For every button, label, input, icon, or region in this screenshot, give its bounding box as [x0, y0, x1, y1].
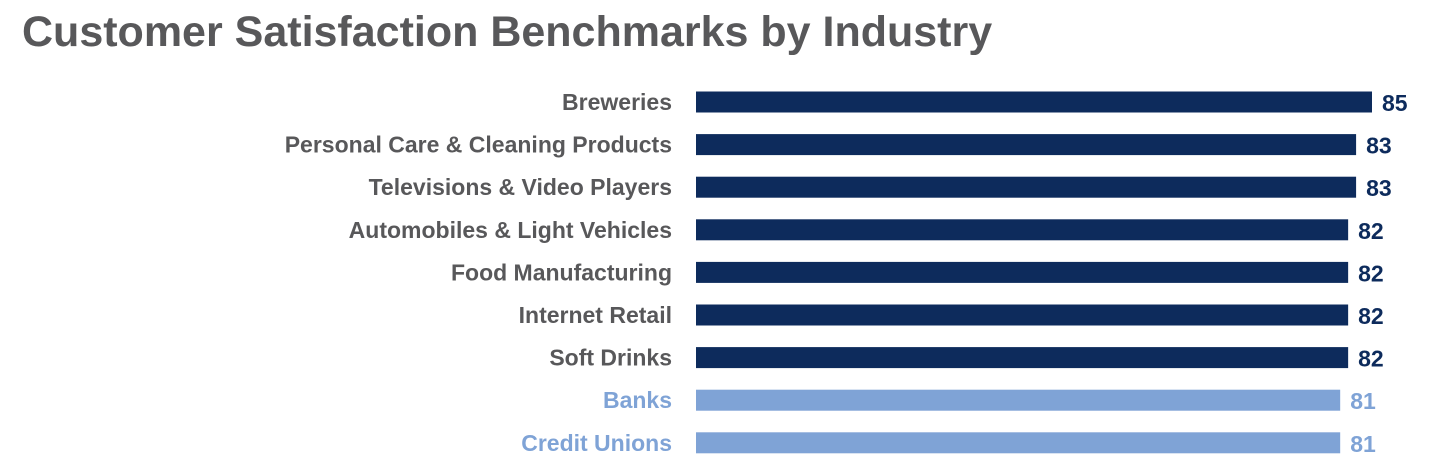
category-label-televisions-and-video-players: Televisions & Video Players	[369, 174, 672, 200]
value-label-credit-unions: 81	[1350, 431, 1376, 457]
category-labels: Breweries Personal Care & Cleaning Produc…	[285, 89, 672, 456]
category-label-breweries: Breweries	[562, 89, 672, 115]
category-label-personal-care-and-cleaning-products: Personal Care & Cleaning Products	[285, 132, 672, 158]
bar-credit-unions	[696, 432, 1341, 454]
value-labels: 85 83 83 82 82 82 82 81 81	[1350, 90, 1408, 457]
bar-breweries	[696, 91, 1372, 113]
value-label-televisions-and-video-players: 83	[1366, 175, 1392, 201]
value-label-breweries: 85	[1382, 90, 1408, 116]
bar-automobiles-and-light-vehicles	[696, 219, 1349, 241]
bar-personal-care-and-cleaning-products	[696, 134, 1357, 156]
category-label-credit-unions: Credit Unions	[521, 430, 672, 456]
bar-internet-retail	[696, 304, 1349, 326]
bar-banks	[696, 389, 1341, 411]
bars-group	[696, 91, 1372, 454]
bar-televisions-and-video-players	[696, 176, 1357, 198]
value-label-banks: 81	[1350, 388, 1376, 414]
chart-title: Customer Satisfaction Benchmarks by Indu…	[22, 8, 993, 56]
value-label-internet-retail: 82	[1358, 303, 1384, 329]
category-label-banks: Banks	[603, 387, 672, 413]
value-label-automobiles-and-light-vehicles: 82	[1358, 218, 1384, 244]
value-label-food-manufacturing: 82	[1358, 260, 1384, 286]
category-label-soft-drinks: Soft Drinks	[549, 345, 672, 371]
category-label-food-manufacturing: Food Manufacturing	[451, 259, 672, 285]
value-label-personal-care-and-cleaning-products: 83	[1366, 133, 1392, 159]
category-label-internet-retail: Internet Retail	[519, 302, 672, 328]
bar-food-manufacturing	[696, 261, 1349, 283]
category-label-automobiles-and-light-vehicles: Automobiles & Light Vehicles	[349, 217, 672, 243]
value-label-soft-drinks: 82	[1358, 346, 1384, 372]
bar-soft-drinks	[696, 347, 1349, 369]
